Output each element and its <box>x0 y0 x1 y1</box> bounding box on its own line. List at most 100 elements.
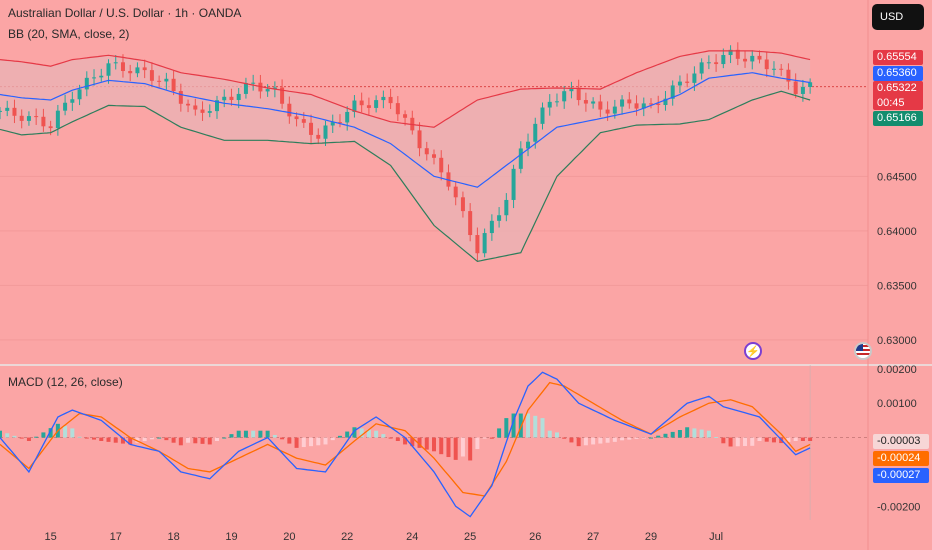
candle-body <box>366 105 371 108</box>
macd-hist-bar <box>280 437 285 440</box>
time-tick-label: 26 <box>529 531 541 543</box>
candle-body <box>330 122 335 126</box>
candle-body <box>106 63 111 76</box>
bb-basis-line <box>0 72 811 188</box>
candle-body <box>0 110 2 112</box>
candle-body <box>272 87 277 90</box>
time-axis-labels: 15 17 18 19 20 22 24 25 26 27 29 Jul <box>45 531 724 543</box>
price-tick-label: 0.64000 <box>877 226 917 238</box>
candle-body <box>692 73 697 83</box>
candle-body <box>576 87 581 101</box>
candle-body <box>193 105 198 110</box>
macd-hist-bar <box>446 437 451 458</box>
macd-hist-bar <box>620 437 625 441</box>
candle-body <box>323 125 328 139</box>
candle-body <box>229 96 234 101</box>
macd-line <box>0 371 811 518</box>
macd-hist-bar <box>41 432 46 438</box>
macd-hist-bar <box>562 437 567 439</box>
macd-hist-bar <box>511 413 516 438</box>
macd-hist-bar <box>171 437 176 443</box>
macd-hist-bar <box>497 428 502 438</box>
macd-hist-bar <box>439 437 444 455</box>
macd-hist-bar <box>272 434 277 438</box>
candle-body <box>808 82 813 87</box>
candle-body <box>583 100 588 104</box>
macd-hist-bar <box>200 437 205 444</box>
candle-body <box>215 100 219 112</box>
macd-hist-bar <box>432 437 436 452</box>
macd-hist-bar <box>236 430 241 438</box>
currency-button[interactable]: USD <box>872 4 924 30</box>
candle-body <box>511 168 516 200</box>
candle-body <box>779 68 784 70</box>
macd-hist-bar <box>605 437 610 443</box>
candle-body <box>200 109 205 113</box>
macd-hist-bar <box>113 437 118 443</box>
candle-body <box>280 87 285 104</box>
macd-hist-bar <box>366 429 371 438</box>
macd-hist-bar <box>157 437 162 439</box>
macd-hist-bar <box>786 437 791 443</box>
time-tick-label: Jul <box>709 531 723 543</box>
macd-hist-bar <box>193 437 198 444</box>
macd-hist-bar <box>417 437 422 448</box>
macd-indicator-label[interactable]: MACD (12, 26, close) <box>8 375 123 389</box>
macd-lines <box>0 371 811 518</box>
candle-body <box>432 154 436 158</box>
time-tick-label: 24 <box>406 531 418 543</box>
time-tick-label: 29 <box>645 531 657 543</box>
macd-hist-bar <box>265 430 270 438</box>
candle-body <box>677 81 682 86</box>
chart-title: Australian Dollar / U.S. Dollar · 1h · O… <box>8 6 242 20</box>
macd-hist-bar <box>301 437 306 448</box>
macd-hist-bar <box>750 437 755 446</box>
candle-body <box>294 116 299 120</box>
macd-hist-bar <box>186 437 191 443</box>
macd-hist-bar <box>482 437 487 439</box>
last-price-value: 0.65322 <box>877 82 917 94</box>
lightning-icon[interactable]: ⚡ <box>744 342 762 360</box>
time-tick-label: 18 <box>167 531 179 543</box>
macd-hist-bar <box>670 431 675 438</box>
macd-hist-bar <box>207 437 212 445</box>
candle-body <box>186 103 191 106</box>
candle-body <box>735 49 740 59</box>
macd-hist-bar <box>222 437 227 439</box>
macd-line-tag: -0.00027 <box>873 468 929 483</box>
candle-body <box>381 96 386 101</box>
candle-body <box>460 197 465 212</box>
candle-body <box>178 91 183 104</box>
candle-body <box>554 101 559 103</box>
candle-body <box>301 119 306 123</box>
us-flag-icon[interactable] <box>854 342 872 360</box>
macd-hist-bar <box>352 427 357 438</box>
macd-hist-bar <box>388 437 393 439</box>
macd-hist-bar <box>489 437 494 439</box>
macd-hist-bar <box>77 436 82 438</box>
macd-hist-bar <box>663 433 668 438</box>
candle-body <box>793 81 798 94</box>
macd-hist-bar <box>591 437 596 445</box>
candle-body <box>518 148 523 169</box>
candle-body <box>706 62 711 64</box>
candle-body <box>728 49 733 56</box>
candle-body <box>424 148 429 155</box>
macd-hist-bar <box>381 434 386 438</box>
candle-body <box>757 55 762 60</box>
macd-hist-bar <box>641 437 646 439</box>
macd-hist-bar <box>106 437 111 442</box>
bb-indicator-label[interactable]: BB (20, SMA, close, 2) <box>8 27 130 41</box>
macd-hist-bar <box>374 430 379 438</box>
macd-hist-bar <box>526 413 531 438</box>
macd-hist-bar <box>19 437 24 439</box>
candle-body <box>417 130 422 149</box>
candle-body <box>489 220 494 234</box>
bb-basis-price-tag: 0.65360 <box>873 66 923 81</box>
candle-body <box>670 85 675 99</box>
macd-hist-bar <box>48 428 53 438</box>
macd-hist-bar <box>410 437 415 447</box>
macd-hist-bar <box>330 437 335 441</box>
macd-hist-bar <box>554 432 559 438</box>
